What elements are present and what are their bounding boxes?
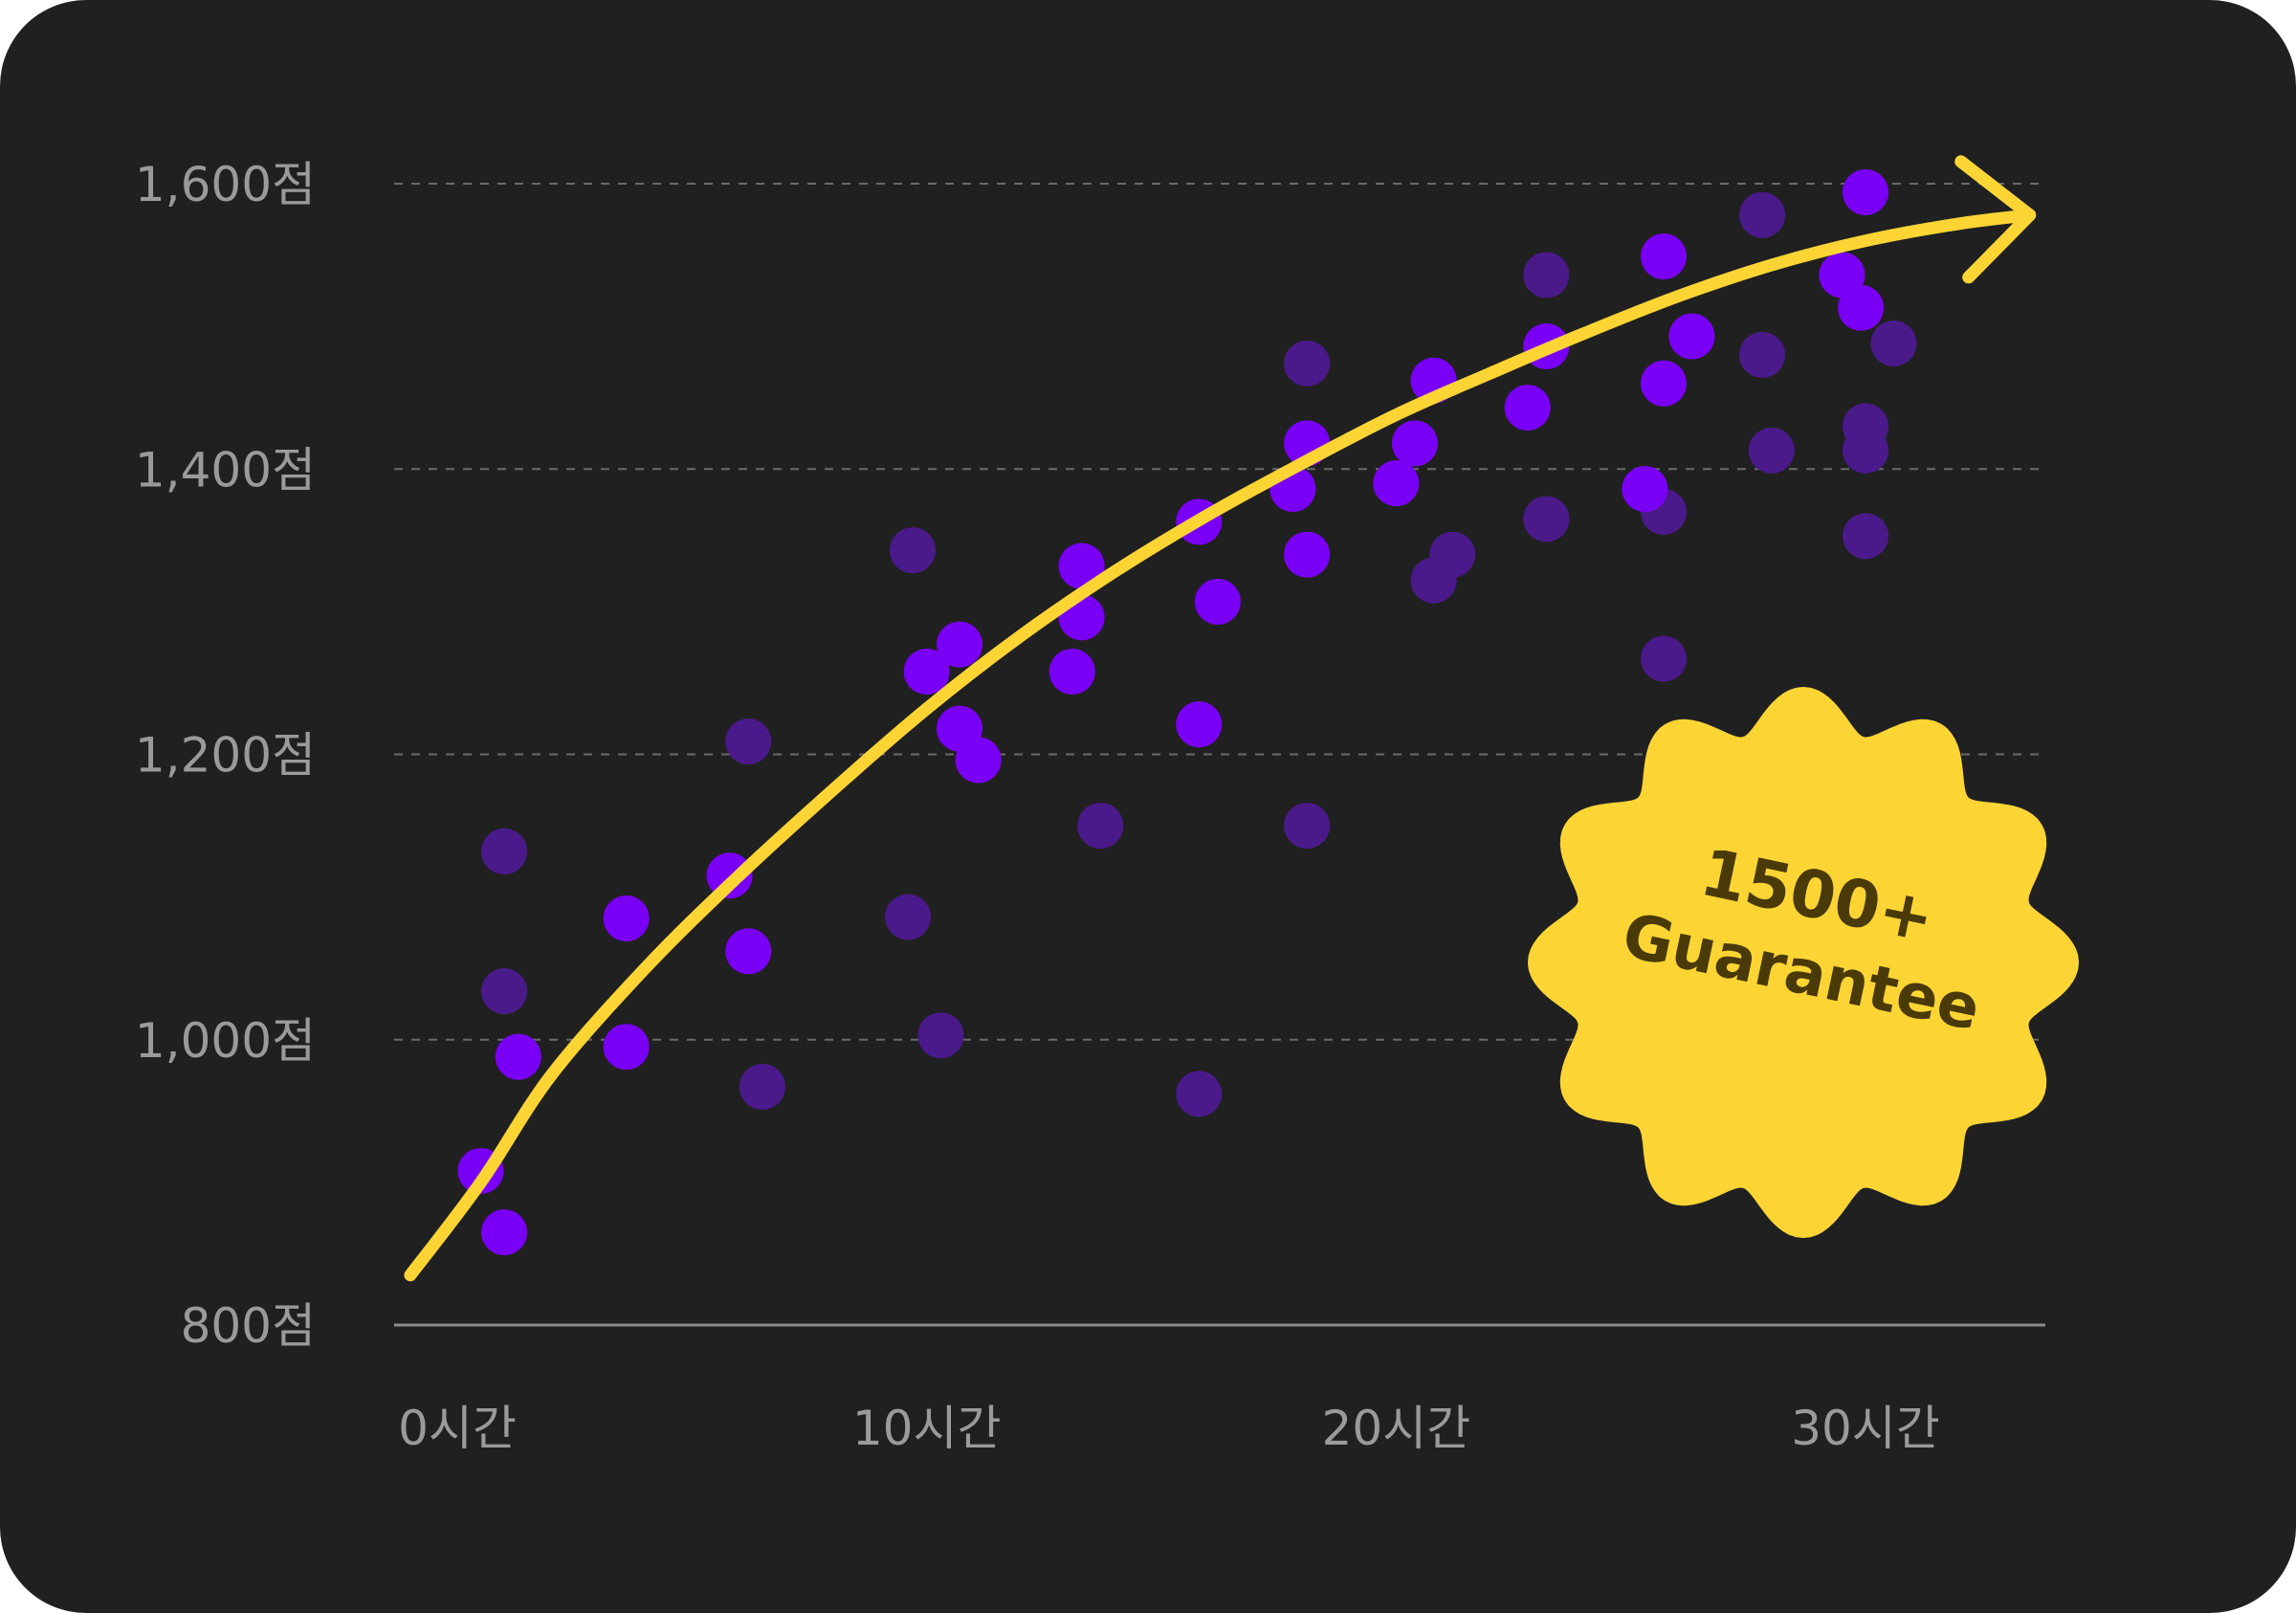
data-point-bright bbox=[1373, 460, 1420, 507]
y-tick-label: 1,400점 bbox=[135, 442, 316, 497]
data-point-dim bbox=[1523, 252, 1570, 298]
data-point-bright bbox=[1284, 531, 1331, 578]
data-point-dim bbox=[1748, 427, 1795, 474]
data-point-dim bbox=[1077, 803, 1124, 850]
data-point-dim bbox=[1739, 331, 1786, 378]
data-point-bright bbox=[1194, 578, 1241, 625]
data-point-bright bbox=[1391, 420, 1438, 467]
x-tick-labels: 0시간 10시간 20시간 30시간 bbox=[398, 1401, 1940, 1456]
data-point-bright bbox=[603, 1024, 650, 1071]
data-point-dim bbox=[725, 718, 772, 765]
data-point-bright bbox=[1176, 701, 1223, 748]
data-point-bright bbox=[1641, 233, 1688, 280]
data-point-dim bbox=[1284, 803, 1331, 850]
data-point-dim bbox=[1176, 1071, 1223, 1117]
data-point-bright bbox=[725, 928, 772, 975]
y-tick-label: 800점 bbox=[181, 1298, 316, 1354]
y-tick-label: 1,600점 bbox=[135, 157, 316, 212]
data-point-bright bbox=[955, 737, 1002, 784]
data-point-bright bbox=[1049, 649, 1095, 696]
data-point-bright bbox=[903, 649, 950, 696]
data-point-bright bbox=[1668, 313, 1715, 360]
data-point-bright bbox=[1504, 385, 1551, 431]
trend-arrow-line bbox=[404, 209, 2037, 1282]
data-point-dim bbox=[481, 828, 528, 874]
data-point-dim bbox=[917, 1012, 964, 1059]
data-point-bright bbox=[1641, 360, 1688, 407]
data-point-dim bbox=[885, 894, 932, 940]
y-tick-label: 1,200점 bbox=[135, 728, 316, 784]
data-point-dim bbox=[739, 1063, 785, 1110]
x-tick-label: 10시간 bbox=[852, 1401, 1002, 1456]
x-tick-label: 20시간 bbox=[1322, 1401, 1471, 1456]
starburst-badge-icon bbox=[1528, 687, 2079, 1238]
data-point-dim bbox=[481, 968, 528, 1015]
data-point-bright bbox=[481, 1209, 528, 1256]
data-point-dim bbox=[1284, 340, 1331, 387]
data-point-dim bbox=[1429, 531, 1476, 578]
data-point-dim bbox=[1843, 513, 1888, 560]
data-point-bright bbox=[937, 621, 983, 668]
data-point-dim bbox=[1739, 191, 1786, 238]
data-point-bright bbox=[1622, 466, 1668, 513]
y-tick-labels: 800점 1,000점 1,200점 1,400점 1,600점 bbox=[135, 157, 316, 1354]
data-point-dim bbox=[1641, 635, 1688, 682]
guarantee-badge: 1500+ Guarantee bbox=[1528, 687, 2079, 1238]
data-point-bright bbox=[1058, 542, 1105, 589]
y-tick-label: 1,000점 bbox=[135, 1013, 316, 1069]
trend-arrow-head-icon bbox=[1954, 155, 2037, 284]
trend-layer bbox=[404, 155, 2037, 1282]
data-point-dim bbox=[1523, 496, 1570, 542]
data-point-dim bbox=[889, 527, 936, 574]
x-tick-label: 0시간 bbox=[398, 1401, 517, 1456]
x-tick-label: 30시간 bbox=[1791, 1401, 1940, 1456]
data-point-dim bbox=[1843, 427, 1888, 474]
data-point-dim bbox=[1870, 320, 1917, 367]
data-point-bright bbox=[1843, 168, 1888, 215]
points-layer bbox=[457, 168, 1917, 1256]
data-point-bright bbox=[603, 895, 650, 941]
data-point-bright bbox=[1838, 284, 1885, 331]
data-point-bright bbox=[495, 1033, 541, 1080]
